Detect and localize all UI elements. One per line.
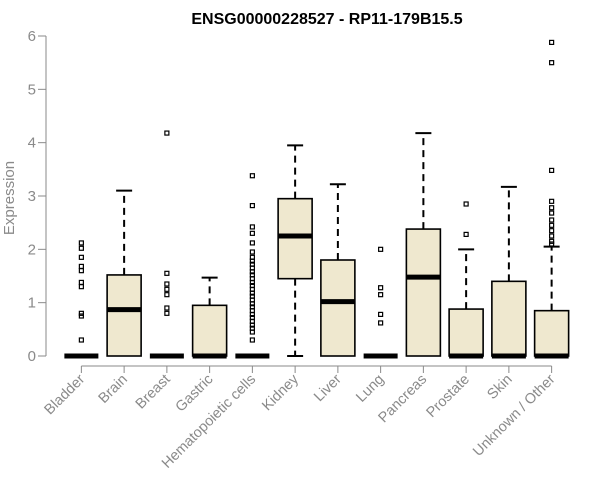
outlier-point — [378, 285, 384, 291]
box — [320, 259, 356, 357]
outlier-point — [549, 238, 555, 244]
x-tick-label: Breast — [133, 372, 174, 413]
outlier-point — [164, 292, 170, 298]
y-tick-label: 0 — [28, 348, 36, 365]
outlier-point — [378, 292, 384, 298]
box-group — [235, 173, 270, 359]
outlier-point — [78, 284, 84, 290]
x-tick-label: Brain — [96, 372, 131, 407]
x-tick-label: Prostate — [423, 372, 472, 421]
outlier-point — [378, 320, 384, 326]
outlier-point — [549, 205, 555, 211]
box-group — [320, 183, 356, 357]
box — [191, 304, 228, 357]
box-group — [363, 246, 398, 359]
outlier-point — [78, 254, 84, 260]
outlier-point — [164, 270, 170, 276]
outlier-point — [549, 217, 555, 223]
x-tick-label: Skin — [484, 372, 515, 403]
y-tick-label: 5 — [28, 81, 36, 98]
outlier-point — [78, 268, 84, 274]
outlier-point — [549, 167, 555, 173]
box — [106, 274, 142, 357]
box-group — [149, 130, 184, 359]
outlier-point — [378, 246, 384, 252]
outlier-point — [549, 241, 555, 247]
outlier-point — [249, 337, 255, 343]
box-group — [106, 189, 142, 357]
outlier-point — [249, 203, 255, 209]
y-tick-label: 2 — [28, 241, 36, 258]
outlier-point — [463, 231, 469, 237]
outlier-point — [249, 258, 255, 264]
outlier-point — [78, 263, 84, 269]
outlier-point — [549, 222, 555, 228]
outlier-point — [249, 240, 255, 246]
outlier-point — [549, 198, 555, 204]
box-group — [405, 132, 442, 357]
outlier-point — [249, 329, 255, 335]
outlier-point — [249, 311, 255, 317]
box — [491, 280, 527, 357]
box — [277, 197, 313, 280]
boxes — [64, 39, 570, 359]
box-group — [277, 144, 313, 357]
outlier-point — [78, 310, 84, 316]
outlier-point — [249, 230, 255, 236]
box-group — [533, 39, 570, 359]
outlier-point — [378, 311, 384, 317]
outlier-point — [78, 240, 84, 246]
outlier-point — [549, 60, 555, 66]
outlier-point — [164, 310, 170, 316]
outlier-point — [249, 290, 255, 296]
y-axis: 0 1 2 3 4 5 6 — [28, 28, 47, 365]
box-group — [64, 240, 99, 359]
box-group — [491, 185, 527, 359]
x-tick-label: Unknown / Other — [470, 371, 558, 459]
outlier-point — [249, 173, 255, 179]
box — [448, 308, 484, 357]
outlier-point — [249, 269, 255, 275]
y-axis-label: Expression — [1, 161, 18, 235]
outlier-point — [249, 301, 255, 307]
box-group — [191, 276, 228, 359]
y-tick-label: 6 — [28, 28, 36, 45]
x-tick-label: Bladder — [42, 371, 89, 418]
y-tick-label: 3 — [28, 188, 36, 205]
y-tick-label: 1 — [28, 295, 36, 312]
outlier-point — [249, 279, 255, 285]
outlier-point — [549, 228, 555, 234]
outlier-point — [78, 313, 84, 319]
outlier-point — [249, 322, 255, 328]
outlier-point — [249, 224, 255, 230]
outlier-point — [463, 201, 469, 207]
box — [405, 228, 442, 357]
outlier-point — [164, 305, 170, 311]
outlier-point — [549, 210, 555, 216]
outlier-point — [78, 245, 84, 251]
x-tick-label: Lung — [353, 372, 387, 406]
outlier-point — [78, 279, 84, 285]
y-tick-label: 4 — [28, 135, 36, 152]
outlier-point — [164, 286, 170, 292]
box-group — [448, 201, 484, 359]
outlier-point — [164, 281, 170, 287]
x-tick-label: Liver — [311, 371, 345, 405]
outlier-point — [249, 249, 255, 255]
box — [533, 309, 570, 357]
chart-title: ENSG00000228527 - RP11-179B15.5 — [191, 11, 462, 28]
outlier-point — [549, 233, 555, 239]
outlier-point — [78, 337, 84, 343]
outlier-point — [549, 39, 555, 46]
x-tick-label: Kidney — [259, 371, 302, 414]
outlier-point — [164, 130, 170, 136]
